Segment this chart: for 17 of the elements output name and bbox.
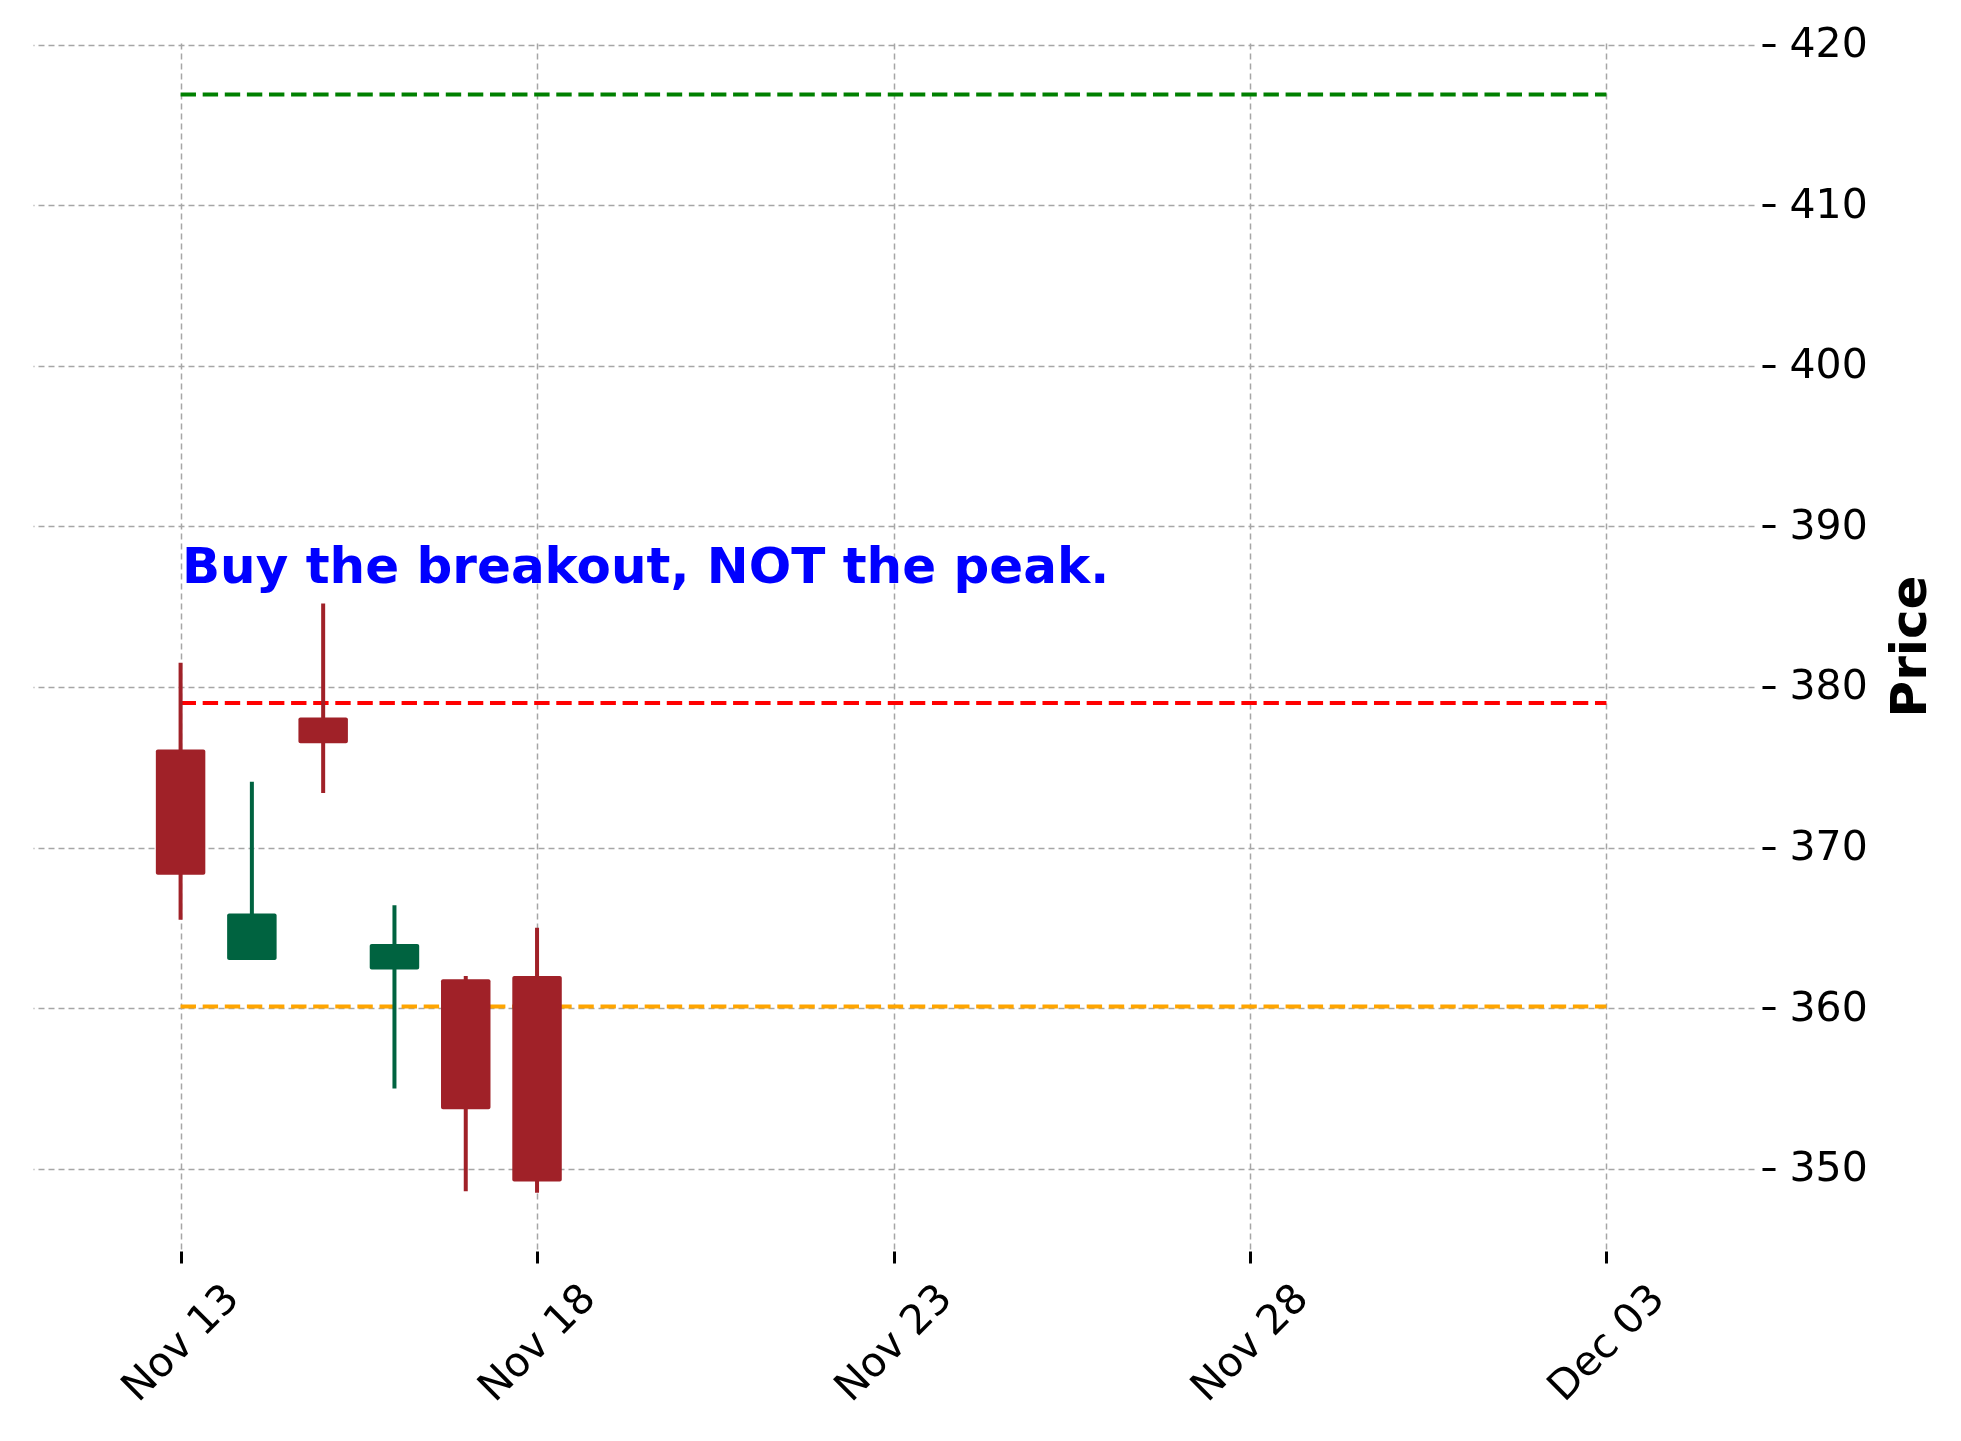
candlestick — [369, 905, 420, 1089]
x-tick-label: Nov 13 — [111, 1273, 248, 1411]
y-tick-label: 370 — [1789, 822, 1868, 871]
candlestick — [298, 603, 348, 793]
y-tick-label: 400 — [1789, 340, 1868, 389]
y-tick-label: 410 — [1789, 179, 1868, 228]
annotation: Buy the breakout, NOT the peak. — [182, 537, 1110, 595]
x-tick-label: Nov 28 — [1180, 1273, 1318, 1411]
x-tick-label: Nov 18 — [467, 1273, 605, 1411]
y-tick-label: 380 — [1789, 661, 1868, 710]
y-tick-label: 350 — [1789, 1143, 1868, 1192]
x-tick-label: Nov 23 — [824, 1273, 961, 1411]
y-tick-label: 390 — [1789, 500, 1868, 549]
y-axis-title: Price — [1879, 575, 1938, 718]
x-tick-label: Dec 03 — [1537, 1274, 1674, 1411]
y-tick-label: 360 — [1789, 982, 1868, 1031]
y-tick-label: 420 — [1789, 19, 1868, 68]
